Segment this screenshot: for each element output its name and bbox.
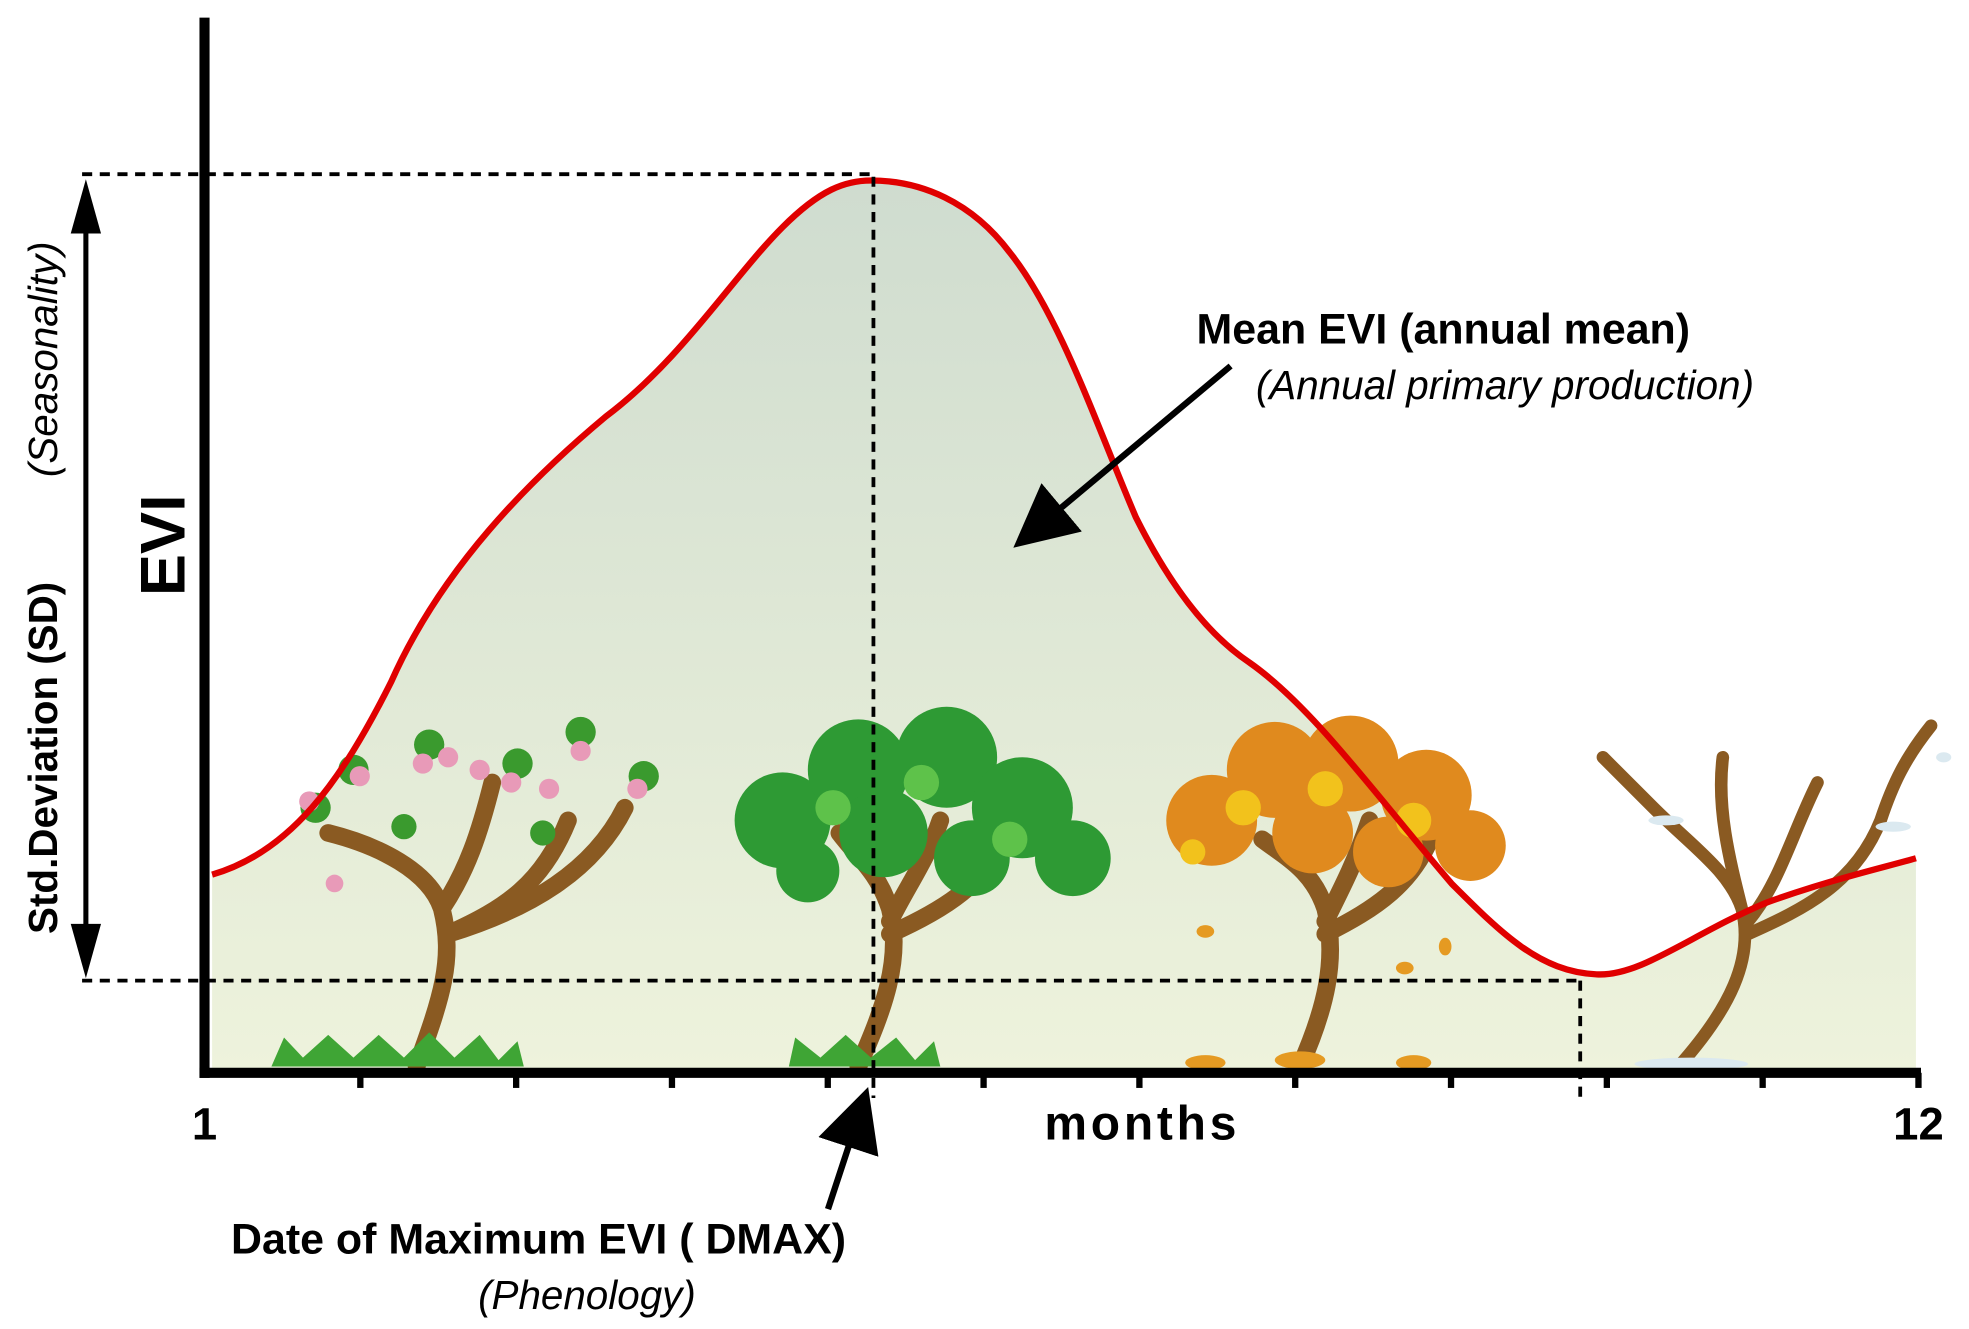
winter-bare-tree [1596,719,1952,1073]
x-axis-ticks [357,1072,1922,1088]
x-start-label: 1 [192,1099,217,1150]
summer-green-tree [734,706,1111,1076]
x-end-label: 12 [1893,1099,1944,1150]
spring-blossom-tree [271,716,659,1076]
evi-curve [211,177,1917,978]
mean-evi-sublabel: (Annual primary production) [1256,362,1754,408]
evi-area-fill [212,180,1916,1073]
mean-evi-arrow [1013,363,1233,548]
dmax-label: Date of Maximum EVI ( DMAX) [231,1215,846,1263]
dmax-arrow [818,1086,879,1211]
sd-sublabel: (Seasonality) [20,241,66,477]
x-axis-title: months [1044,1098,1240,1151]
sd-label: Std.Deviation (SD) [20,582,66,934]
mean-evi-label: Mean EVI (annual mean) [1197,305,1691,353]
dmax-sublabel: (Phenology) [478,1272,696,1318]
sd-double-arrow [70,179,102,979]
y-axis-title: EVI [128,494,198,596]
